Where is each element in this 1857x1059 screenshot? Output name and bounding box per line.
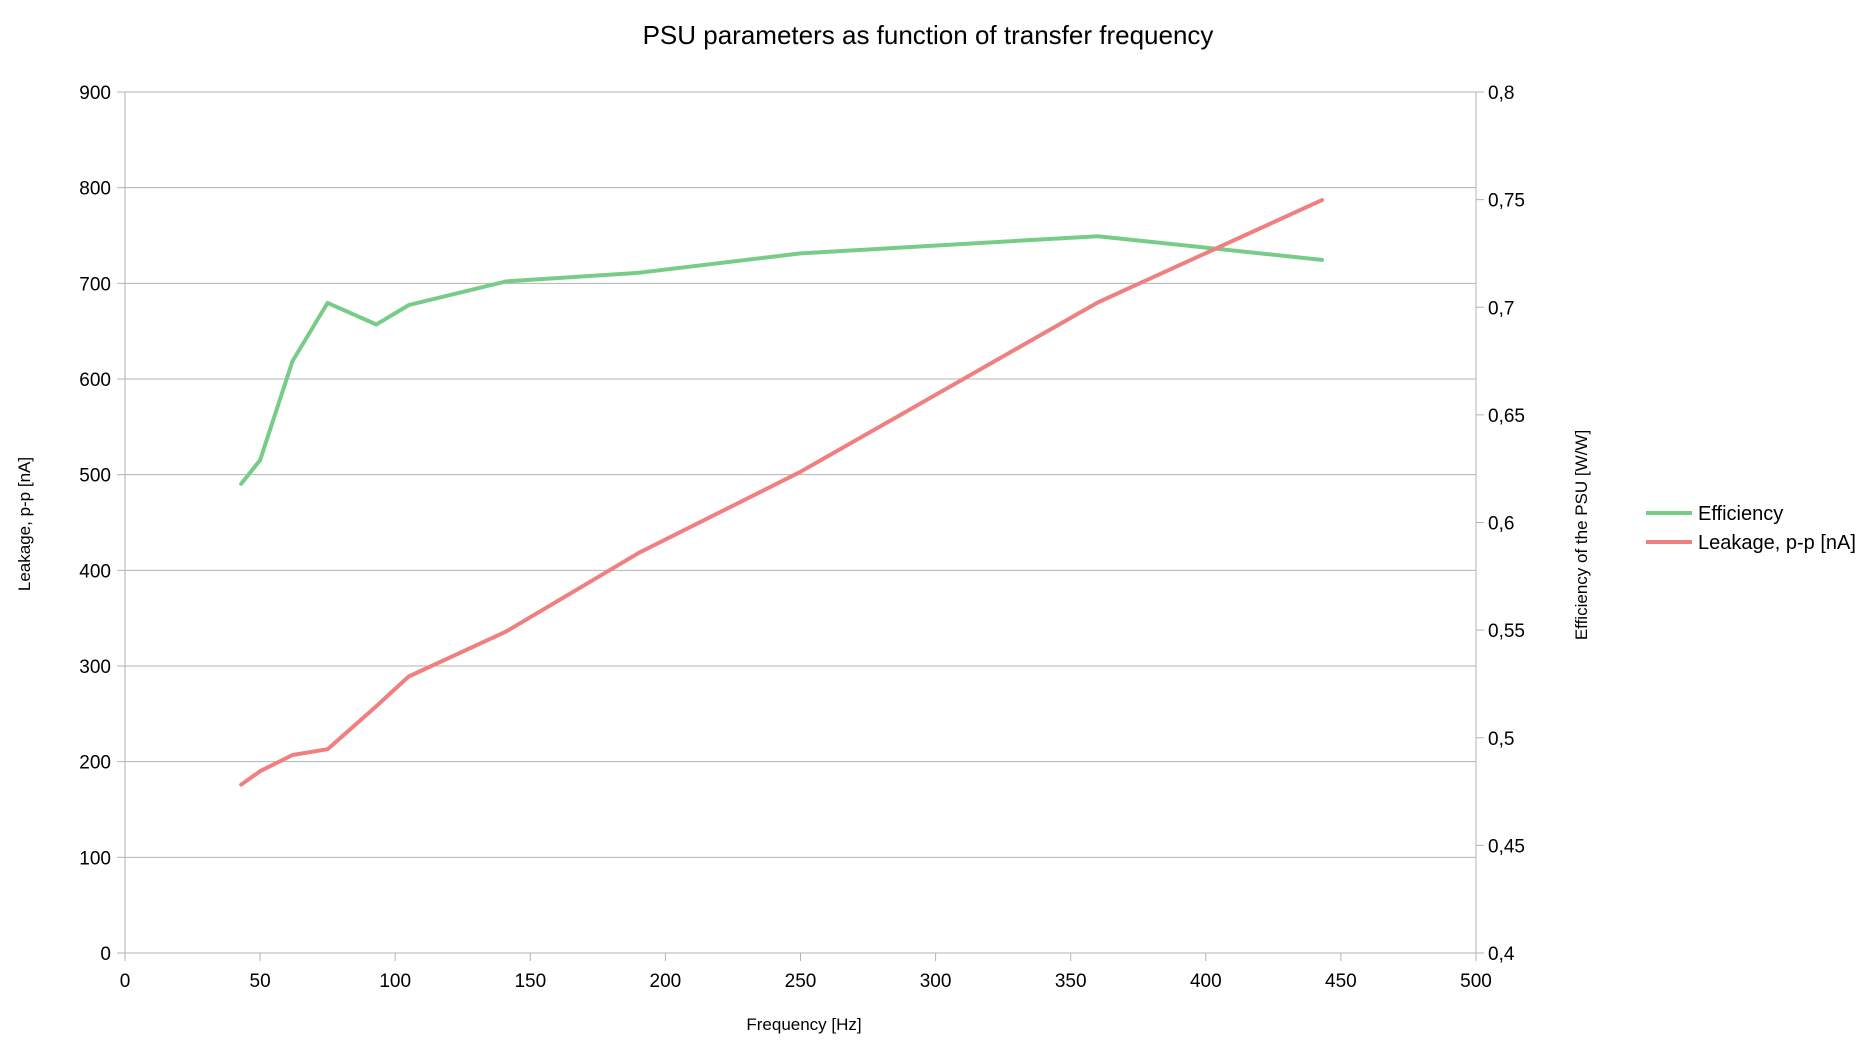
series-lines [239,198,1324,787]
y-tick-label: 700 [79,274,111,295]
x-tick-label: 0 [120,971,131,992]
x-axis-ticks: 0 50 100 150 200 250 300 350 400 450 500 [120,953,1492,992]
y2-tick-label: 0,4 [1488,944,1515,965]
y2-tick-label: 0,8 [1488,83,1514,104]
y-tick-label: 800 [79,179,111,200]
y-tick-label: 0 [100,944,111,965]
x-tick-label: 50 [250,971,271,992]
x-tick-label: 150 [514,971,546,992]
chart-title: PSU parameters as function of transfer f… [643,20,1214,50]
x-tick-label: 200 [650,971,682,992]
gridlines [125,91,1476,954]
x-tick-label: 400 [1190,971,1222,992]
y2-axis-ticks: 0,4 0,45 0,5 0,55 0,6 0,65 0,7 0,75 0,8 [1476,83,1525,965]
legend: Efficiency Leakage, p-p [nA] [1646,503,1856,554]
x-tick-label: 100 [379,971,411,992]
y2-tick-label: 0,75 [1488,191,1525,212]
x-tick-label: 350 [1055,971,1087,992]
y-tick-label: 600 [79,370,111,391]
y2-axis-label: Efficiency of the PSU [W/W] [1572,430,1591,640]
y2-tick-label: 0,65 [1488,406,1525,427]
y2-tick-label: 0,6 [1488,514,1514,535]
y2-tick-label: 0,55 [1488,621,1525,642]
y-tick-label: 500 [79,466,111,487]
y-tick-label: 400 [79,561,111,582]
x-axis-label: Frequency [Hz] [746,1015,861,1034]
y-tick-label: 200 [79,753,111,774]
x-tick-label: 300 [920,971,952,992]
x-tick-label: 500 [1460,971,1492,992]
y2-tick-label: 0,45 [1488,836,1525,857]
y-axis-ticks: 0 100 200 300 400 500 600 700 800 900 [79,83,125,965]
x-tick-label: 450 [1325,971,1357,992]
series-line-leakage-p-p-na [239,198,1324,787]
series-line-efficiency [239,234,1324,486]
y-tick-label: 100 [79,848,111,869]
y2-tick-label: 0,5 [1488,729,1514,750]
y-tick-label: 300 [79,657,111,678]
x-tick-label: 250 [785,971,817,992]
y-axis-label: Leakage, p-p [nA] [15,457,34,591]
legend-label-efficiency: Efficiency [1698,503,1783,525]
y-tick-label: 900 [79,83,111,104]
y2-tick-label: 0,7 [1488,298,1514,319]
legend-label-leakage-p-p-na: Leakage, p-p [nA] [1698,532,1856,554]
